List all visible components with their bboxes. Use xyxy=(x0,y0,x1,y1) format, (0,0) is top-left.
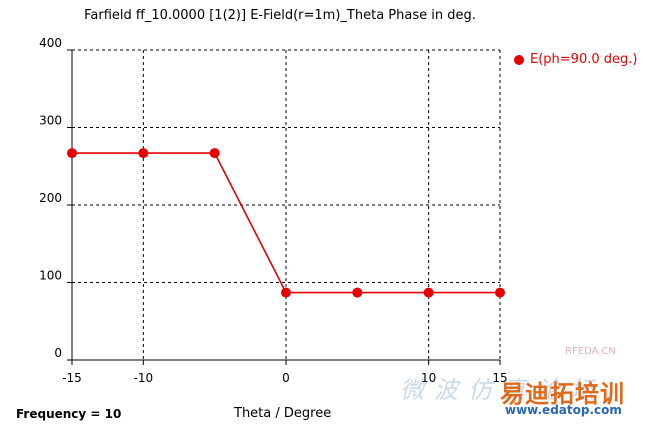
series-line xyxy=(72,152,500,294)
x-tick-label: -15 xyxy=(62,371,82,385)
x-tick-label: 0 xyxy=(282,371,290,385)
watermark-chinese-text: 微波仿真论坛 xyxy=(400,376,604,404)
watermark-corner-text: RFEDA.CN xyxy=(565,346,616,357)
frequency-label: Frequency = 10 xyxy=(16,407,122,421)
data-point xyxy=(352,287,363,298)
legend-label: E(ph=90.0 deg.) xyxy=(530,52,638,67)
chart-title: Farfield ff_10.0000 [1(2)] E-Field(r=1m)… xyxy=(84,8,476,23)
y-tick-label: 400 xyxy=(39,36,62,50)
data-point xyxy=(67,148,77,159)
axes xyxy=(67,49,501,365)
x-tick-label: -10 xyxy=(134,371,154,385)
data-point xyxy=(209,148,220,159)
y-tick-label: 0 xyxy=(54,346,62,360)
data-point xyxy=(495,287,505,298)
x-tick-label: 10 xyxy=(421,371,436,385)
legend: E(ph=90.0 deg.) xyxy=(514,52,637,67)
tick-labels: -15 -10 0 10 15 0 100 200 300 400 xyxy=(39,36,508,385)
data-point xyxy=(138,148,149,159)
watermark-logo: 易迪拓培训 xyxy=(500,380,625,408)
grid-lines xyxy=(72,50,500,360)
x-tick-label: 15 xyxy=(492,371,507,385)
y-tick-label: 200 xyxy=(39,191,62,205)
x-axis-label: Theta / Degree xyxy=(234,406,332,421)
watermark-url: www.edatop.com xyxy=(505,403,622,417)
data-point xyxy=(423,287,434,298)
y-tick-label: 300 xyxy=(39,114,62,128)
data-series xyxy=(67,148,505,298)
legend-marker-icon xyxy=(514,54,524,65)
data-point xyxy=(281,287,291,298)
y-tick-label: 100 xyxy=(39,269,62,283)
